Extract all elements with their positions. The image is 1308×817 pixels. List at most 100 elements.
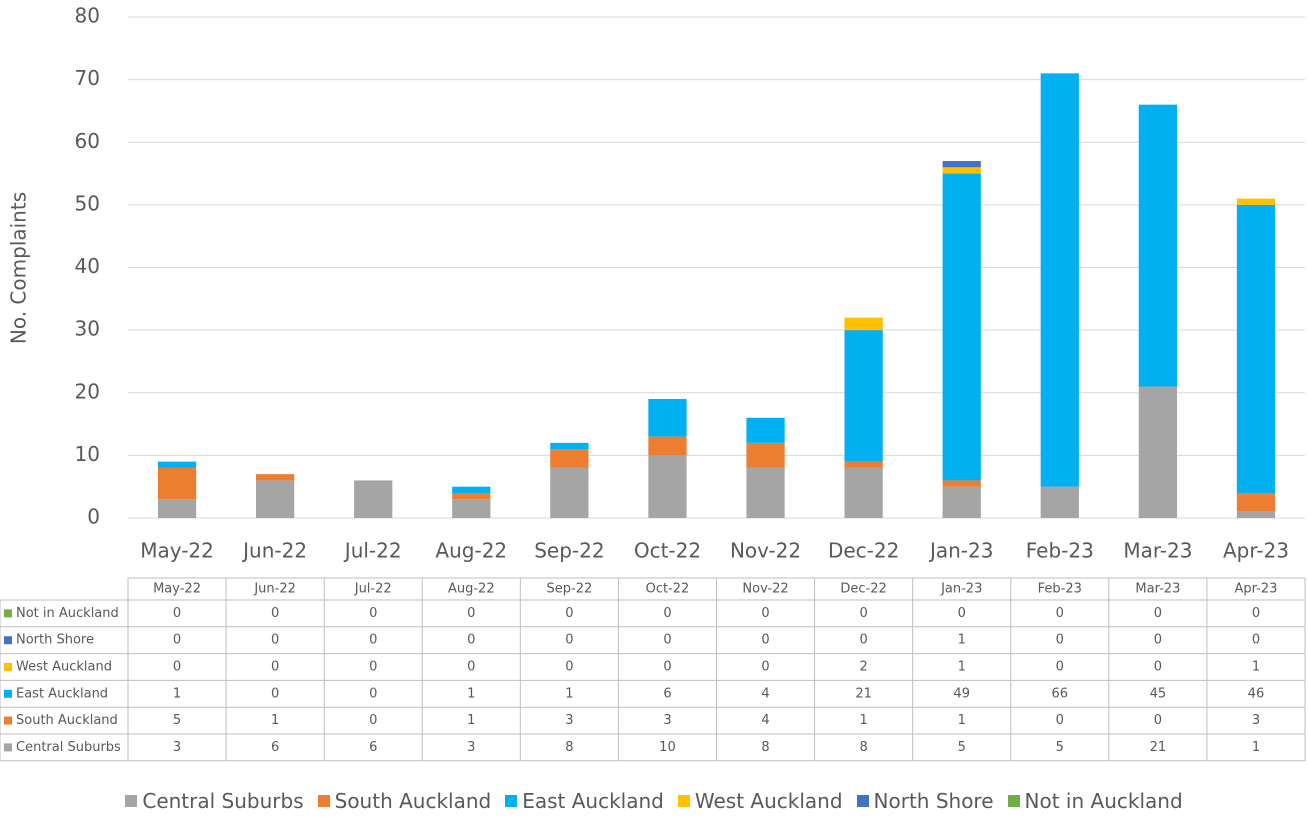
legend-label: Not in Auckland — [1024, 789, 1183, 813]
bar-segment — [452, 499, 491, 518]
table-row-label: West Auckland — [16, 660, 112, 675]
table-cell: 0 — [467, 606, 475, 621]
table-cell: 0 — [1252, 633, 1260, 648]
table-cell: 4 — [761, 686, 769, 701]
table-cell: 0 — [1056, 660, 1064, 675]
x-tick-label: May-22 — [140, 539, 214, 563]
table-header: Oct-22 — [646, 582, 690, 597]
table-cell: 0 — [1252, 606, 1260, 621]
bar-segment — [942, 161, 981, 168]
bar-segment — [452, 492, 491, 500]
x-tick-label: Apr-23 — [1223, 539, 1289, 563]
bar-segment — [550, 442, 589, 450]
legend-key — [1007, 795, 1020, 807]
table-cell: 0 — [859, 606, 867, 621]
table-cell: 5 — [1056, 740, 1064, 755]
bar-segment — [550, 467, 589, 518]
table-cell: 1 — [173, 686, 181, 701]
legend-label: West Auckland — [694, 789, 843, 813]
bar-segment — [354, 480, 393, 518]
bar-segment — [1138, 386, 1178, 518]
table-cell: 46 — [1248, 686, 1265, 701]
table-cell: 0 — [958, 606, 966, 621]
table-cell: 4 — [761, 713, 769, 728]
bar-segment — [746, 467, 785, 518]
table-cell: 1 — [1252, 740, 1260, 755]
table-cell: 0 — [369, 686, 377, 701]
table-header: Feb-23 — [1038, 582, 1082, 597]
table-cell: 0 — [761, 660, 769, 675]
bar-segment — [648, 455, 687, 518]
table-cell: 0 — [663, 633, 671, 648]
table-cell: 0 — [565, 660, 573, 675]
table-cell: 0 — [271, 633, 279, 648]
bar-segment — [942, 167, 981, 174]
table-header: Mar-23 — [1135, 582, 1180, 597]
table-row-label: East Auckland — [16, 686, 108, 701]
legend-key — [317, 795, 330, 807]
bar-segment — [1040, 486, 1079, 518]
table-cell: 6 — [369, 740, 377, 755]
table-cell: 0 — [271, 686, 279, 701]
table-cell: 1 — [271, 713, 279, 728]
y-tick-label: 0 — [87, 505, 100, 529]
legend-item: West Auckland — [677, 789, 843, 813]
legend: Central Suburbs South Auckland East Auckla… — [0, 789, 1308, 813]
legend-key — [505, 795, 518, 807]
x-tick-label: Jun-22 — [241, 539, 307, 563]
bar-segment — [844, 330, 883, 462]
table-cell: 8 — [565, 740, 573, 755]
bar-segment — [1040, 73, 1079, 487]
table-cell: 1 — [859, 713, 867, 728]
y-tick-label: 70 — [75, 66, 100, 90]
table-cell: 8 — [761, 740, 769, 755]
bar-segment — [1236, 492, 1276, 512]
bar-segment — [255, 474, 295, 481]
x-tick-label: Sep-22 — [534, 539, 604, 563]
y-tick-label: 80 — [75, 4, 100, 28]
table-header: Sep-22 — [547, 582, 593, 597]
table-cell: 3 — [663, 713, 671, 728]
table-cell: 0 — [1154, 660, 1162, 675]
table-cell: 3 — [467, 740, 475, 755]
x-tick-label: Jul-22 — [343, 539, 402, 563]
y-tick-label: 50 — [75, 191, 100, 215]
table-cell: 5 — [173, 713, 181, 728]
x-tick-label: Aug-22 — [435, 539, 507, 563]
table-cell: 0 — [1056, 606, 1064, 621]
table-cell: 0 — [369, 660, 377, 675]
bar-segment — [1236, 511, 1276, 518]
y-tick-label: 40 — [75, 254, 100, 278]
table-cell: 10 — [659, 740, 676, 755]
table-cell: 0 — [369, 633, 377, 648]
bar-segment — [746, 442, 785, 468]
table-cell: 0 — [271, 606, 279, 621]
table-cell: 3 — [173, 740, 181, 755]
table-cell: 1 — [958, 633, 966, 648]
y-tick-label: 30 — [75, 317, 100, 341]
table-cell: 5 — [958, 740, 966, 755]
y-axis-label: No. Complaints — [7, 192, 31, 344]
bar-segment — [1138, 104, 1178, 387]
bar-segment — [942, 480, 981, 487]
table-row-label: Central Suburbs — [16, 740, 121, 755]
table-header: May-22 — [153, 582, 201, 597]
legend-item: Not in Auckland — [1007, 789, 1183, 813]
legend-key — [125, 795, 138, 807]
table-cell: 0 — [1154, 606, 1162, 621]
table-header: Dec-22 — [840, 582, 886, 597]
table-legend-key — [4, 716, 12, 725]
table-header: Jul-22 — [354, 582, 392, 597]
table-cell: 49 — [953, 686, 970, 701]
table-cell: 8 — [859, 740, 867, 755]
x-tick-label: Dec-22 — [828, 539, 899, 563]
table-row-label: North Shore — [16, 633, 94, 648]
table-header: Nov-22 — [742, 582, 788, 597]
table-cell: 1 — [1252, 660, 1260, 675]
legend-key — [856, 795, 869, 807]
bar-segment — [648, 399, 687, 437]
y-tick-label: 60 — [75, 129, 100, 153]
table-cell: 0 — [565, 633, 573, 648]
table-cell: 0 — [761, 606, 769, 621]
